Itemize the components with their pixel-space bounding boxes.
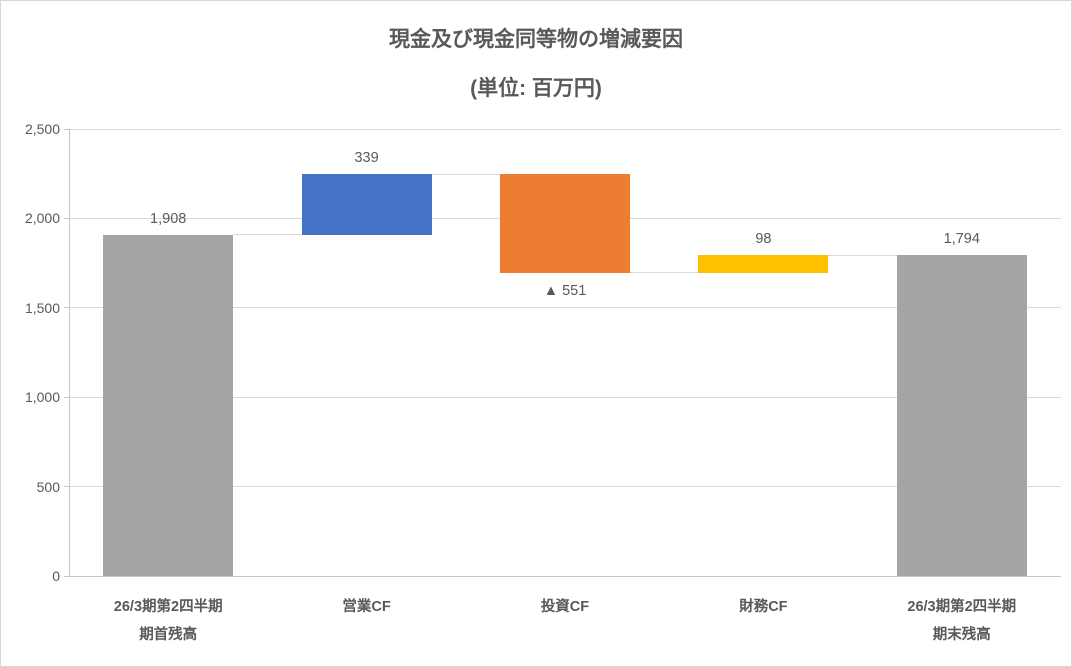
- y-axis-tick-label: 2,000: [24, 210, 60, 227]
- x-axis-category-label-line: 26/3期第2四半期: [113, 599, 223, 615]
- bar-data-label: 1,908: [150, 210, 187, 227]
- bar-data-label: ▲ 551: [543, 282, 587, 299]
- bar-data-label: 1,794: [943, 231, 980, 248]
- waterfall-connector: [828, 254, 897, 256]
- x-axis-category-label: 26/3期第2四半期 期首残高: [59, 593, 277, 649]
- x-axis-category-label-line: 財務CF: [739, 599, 788, 615]
- chart-title: 現金及び現金同等物の増減要因: [389, 28, 683, 51]
- chart-subtitle: (単位: 百万円): [470, 77, 602, 100]
- x-axis-category-label-line: 26/3期第2四半期: [907, 599, 1017, 615]
- bar-data-label: 339: [354, 150, 379, 167]
- gridline: [69, 396, 1061, 398]
- x-axis-category-label: 財務CF: [654, 593, 872, 621]
- bar-financing-cf: [698, 255, 829, 273]
- y-axis-tick: [64, 396, 69, 398]
- waterfall-connector: [431, 173, 500, 175]
- bar-investing-cf: [500, 174, 630, 273]
- x-axis-category-label: 営業CF: [257, 593, 475, 621]
- y-axis-tick: [64, 486, 69, 488]
- y-axis-tick: [64, 307, 69, 309]
- waterfall-connector: [630, 272, 699, 274]
- bar-data-label: 98: [755, 231, 772, 248]
- bar-beginning-balance: [103, 234, 234, 576]
- bar-ending-balance: [896, 255, 1027, 576]
- y-axis-tick-label: 2,500: [24, 121, 60, 137]
- x-axis-category-label: 26/3期第2四半期 期末残高: [853, 593, 1071, 649]
- gridline: [69, 575, 1061, 577]
- x-axis-category-label-line: 投資CF: [540, 599, 590, 615]
- x-axis-category-label-line: 期首残高: [139, 627, 198, 643]
- y-axis-line: [69, 129, 70, 576]
- y-axis-tick: [64, 128, 69, 130]
- y-axis-tick-label: 1,500: [24, 299, 60, 316]
- y-axis-tick-label: 1,000: [24, 389, 60, 406]
- waterfall-connector: [233, 234, 302, 236]
- gridline: [69, 486, 1061, 488]
- gridline: [69, 307, 1061, 309]
- y-axis-tick: [64, 575, 69, 577]
- y-axis-tick-label: 500: [36, 478, 60, 495]
- x-axis-category-label-line: 期末残高: [932, 627, 991, 643]
- gridline: [69, 128, 1061, 130]
- bar-operating-cf: [301, 174, 432, 235]
- x-axis-category-label: 投資CF: [456, 593, 674, 621]
- y-axis-tick-label: 0: [52, 568, 60, 584]
- x-axis-category-label-line: 営業CF: [342, 599, 391, 615]
- y-axis-tick: [64, 217, 69, 219]
